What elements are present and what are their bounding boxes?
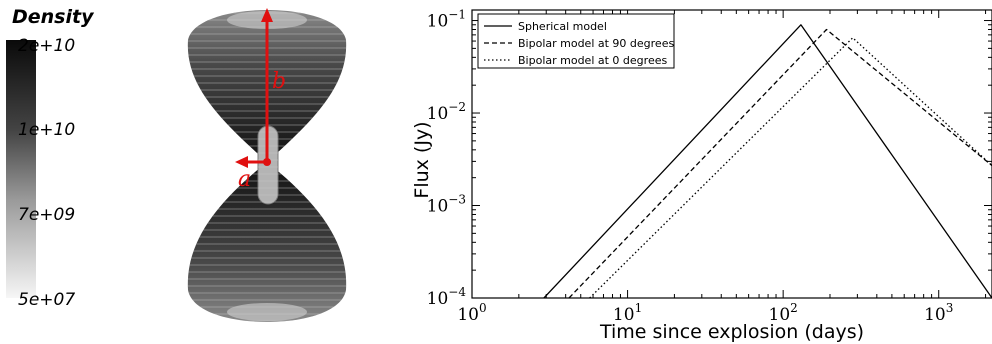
legend-box <box>477 13 675 69</box>
axis-b-label: b <box>272 69 286 94</box>
y-tick-label: 10−1 <box>427 8 466 32</box>
colorbar-label-max: 2e+10 <box>18 36 76 56</box>
y-tick-label: 10−3 <box>427 193 466 217</box>
bipolar-density-figure: b a <box>187 8 347 322</box>
x-tick-label: 100 <box>457 301 486 325</box>
series-line-solid <box>543 24 992 298</box>
legend-entry-label: Bipolar model at 0 degrees <box>518 54 667 67</box>
axis-a-label: a <box>238 167 251 192</box>
plot-border <box>471 9 992 299</box>
colorbar-title: Density <box>12 6 94 28</box>
axis-b-arrow <box>261 8 273 162</box>
y-tick-label: 10−4 <box>427 285 467 309</box>
series-lines <box>543 24 992 298</box>
legend-entry-label: Spherical model <box>518 20 607 33</box>
x-tick-label: 101 <box>613 301 642 325</box>
series-line-dotted <box>589 37 992 298</box>
y-tick-label: 10−2 <box>427 100 466 124</box>
chart-legend: Spherical model Bipolar model at 90 degre… <box>477 13 675 69</box>
colorbar-label-mid-high: 1e+10 <box>18 120 76 140</box>
flux-chart: 100 101 102 103 10−4 10−3 10−2 10−1 Spherical … <box>411 8 992 343</box>
x-axis-label: Time since explosion (days) <box>599 321 864 343</box>
legend-entry-label: Bipolar model at 90 degrees <box>518 37 674 50</box>
y-axis-ticks: 10−4 10−3 10−2 10−1 <box>427 8 992 309</box>
x-tick-label: 103 <box>924 301 953 325</box>
colorbar-label-mid-low: 7e+09 <box>18 205 76 225</box>
colorbar-label-min: 5e+07 <box>18 290 76 310</box>
lower-lobe <box>187 162 347 322</box>
x-axis-ticks: 100 101 102 103 <box>457 10 987 325</box>
y-axis-label: Flux (Jy) <box>411 121 433 198</box>
plot-frame <box>471 9 992 299</box>
colorbar-gradient <box>6 40 36 298</box>
x-tick-label: 102 <box>769 301 798 325</box>
series-line-dashed <box>568 28 992 298</box>
